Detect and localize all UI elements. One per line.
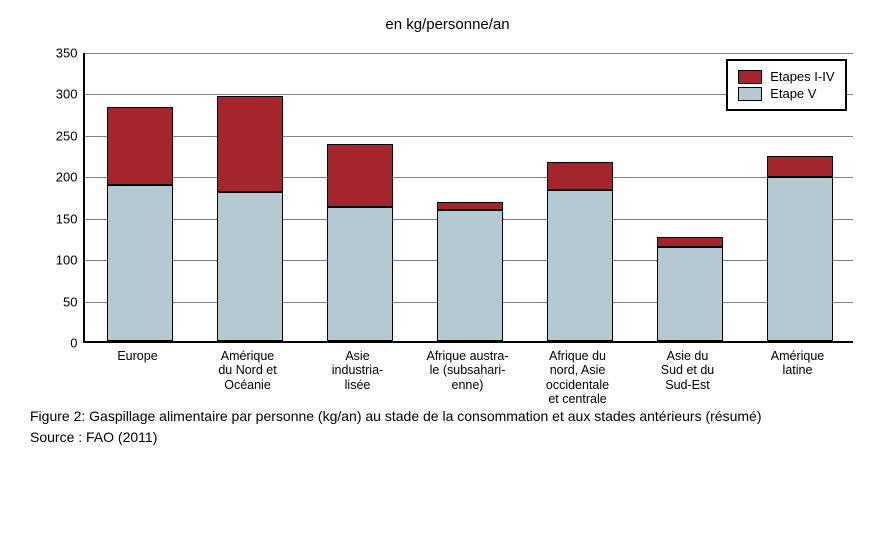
ytick-label: 150 (38, 211, 78, 226)
bar-segment (107, 107, 173, 185)
bar-segment (767, 156, 833, 177)
bar-segment (767, 177, 833, 341)
ytick-label: 300 (38, 87, 78, 102)
legend-item: Etapes I-IV (738, 69, 834, 84)
gridline (85, 177, 853, 178)
bar-segment (657, 237, 723, 248)
bar-segment (547, 162, 613, 190)
bar-segment (107, 185, 173, 341)
xtick-label: Afrique du nord, Asie occidentale et cen… (523, 349, 633, 407)
gridline (85, 53, 853, 54)
ytick-label: 100 (38, 253, 78, 268)
legend-label: Etapes I-IV (770, 69, 834, 84)
figure-caption: Figure 2: Gaspillage alimentaire par per… (30, 407, 850, 425)
bar-segment (437, 202, 503, 210)
xtick-label: Amérique du Nord et Océanie (193, 349, 303, 392)
bar-segment (437, 210, 503, 341)
legend-label: Etape V (770, 86, 816, 101)
ytick-label: 250 (38, 128, 78, 143)
ytick-label: 50 (38, 294, 78, 309)
xtick-label: Afrique austra- le (subsahari- enne) (413, 349, 523, 392)
chart: Etapes I-IV Etape V 0 50 100 150 200 250 300 350… (38, 43, 858, 403)
xtick-label: Europe (83, 349, 193, 363)
bar-segment (217, 192, 283, 341)
xtick-label: Asie industria- lisée (303, 349, 413, 392)
bar-segment (327, 144, 393, 207)
ytick-label: 350 (38, 46, 78, 61)
legend-item: Etape V (738, 86, 834, 101)
bar-segment (217, 96, 283, 192)
bar-segment (327, 207, 393, 341)
xtick-label: Asie du Sud et du Sud-Est (633, 349, 743, 392)
xtick-label: Amérique latine (743, 349, 853, 378)
ytick-label: 0 (38, 336, 78, 351)
legend: Etapes I-IV Etape V (726, 59, 846, 111)
bar-segment (657, 247, 723, 341)
legend-swatch (738, 70, 762, 84)
bar-segment (547, 190, 613, 341)
chart-unit-label: en kg/personne/an (30, 16, 865, 33)
legend-swatch (738, 87, 762, 101)
figure-source: Source : FAO (2011) (30, 429, 865, 445)
ytick-label: 200 (38, 170, 78, 185)
gridline (85, 136, 853, 137)
